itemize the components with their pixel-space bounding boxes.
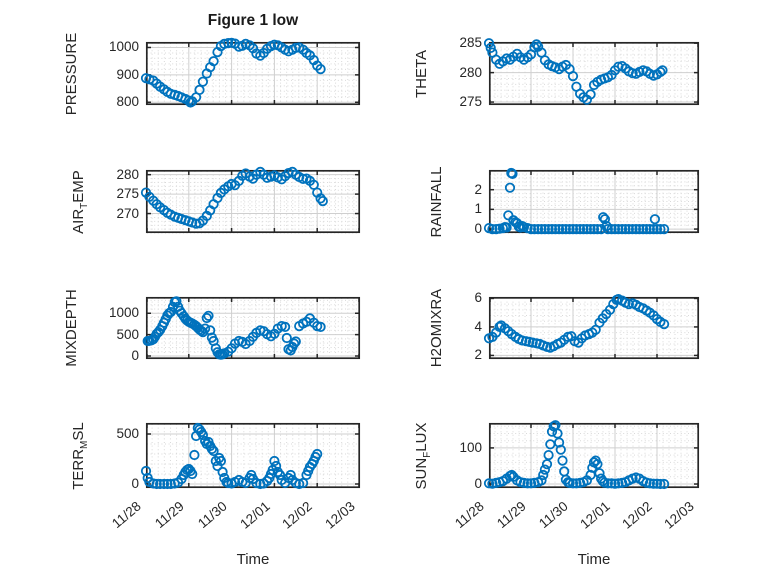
figure-title: Figure 1 low [207,12,299,29]
data-points-rainfall [483,167,670,235]
y-tick-label-theta: 275 [459,94,482,110]
data-points-terr-msl [140,422,323,490]
data-points-h2omixra [483,294,670,353]
y-tick-label-mixdepth: 0 [131,348,139,363]
y-tick-label-terr-msl: 500 [116,426,139,441]
data-points-air-temp [140,166,328,229]
subplot-rainfall [483,167,700,235]
y-tick-label-terr-msl: 0 [131,476,139,491]
y-tick-label-mixdepth: 500 [116,326,139,342]
subplot-h2omixra [483,294,700,360]
data-points-mixdepth [142,296,326,360]
y-tick-label-h2omixra: 6 [474,290,482,306]
y-axis-label-sun-flux: SUNFLUX [413,422,434,489]
x-axis-label-right: Time [577,551,611,568]
y-tick-label-theta: 285 [459,35,482,51]
y-tick-label-theta: 280 [459,64,482,80]
y-tick-label-pressure: 800 [116,94,139,110]
y-tick-label-sun-flux: 0 [474,476,482,492]
subplot-mixdepth [142,296,361,360]
y-tick-label-pressure: 1000 [108,39,139,55]
y-tick-label-h2omixra: 4 [474,318,482,334]
y-tick-label-air-temp: 270 [116,205,139,221]
subplot-air-temp [140,166,361,234]
data-points-theta [483,38,668,105]
subplot-pressure [140,37,361,108]
y-tick-label-sun-flux: 100 [459,439,482,455]
x-axis-label-left: Time [236,551,270,568]
subplot-sun-flux [483,420,700,490]
data-points-sun-flux [483,420,670,490]
data-points-pressure [140,37,326,108]
y-tick-label-h2omixra: 2 [474,347,482,363]
y-tick-label-air-temp: 275 [116,186,139,202]
y-tick-label-rainfall: 2 [474,181,482,197]
subplot-theta [483,38,700,106]
y-tick-label-pressure: 900 [116,66,139,82]
y-tick-label-rainfall: 0 [474,221,482,237]
y-tick-label-mixdepth: 1000 [108,305,139,321]
y-tick-label-rainfall: 1 [474,201,482,217]
subplot-terr-msl [140,422,361,490]
y-tick-label-air-temp: 280 [116,166,139,182]
y-axis-label-terr-msl: TERRMSL [70,421,91,490]
